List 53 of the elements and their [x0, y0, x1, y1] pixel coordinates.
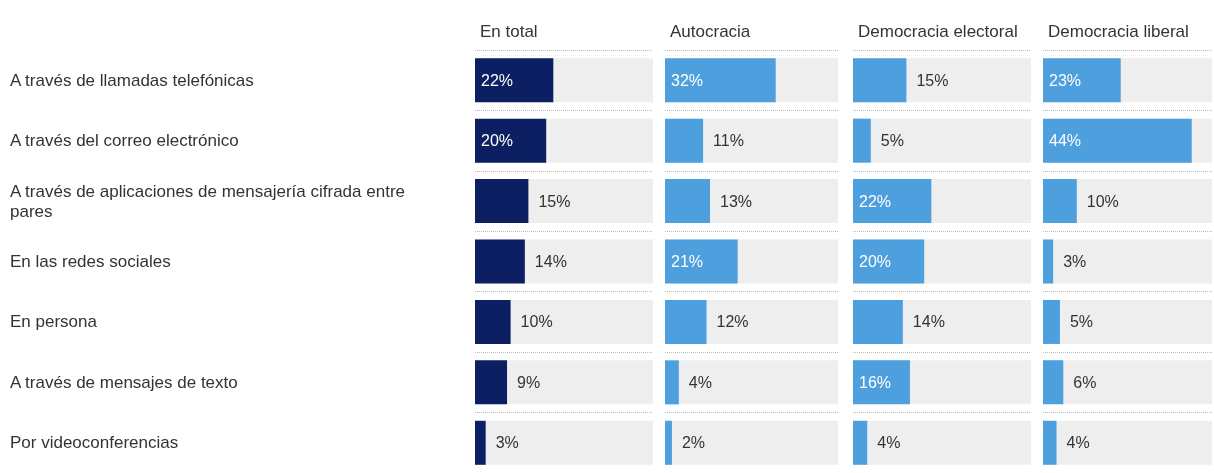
bar	[1043, 179, 1077, 224]
data-label: 13%	[719, 192, 753, 210]
chart-title: En total	[480, 22, 538, 41]
bar	[853, 420, 868, 465]
data-label: 22%	[481, 71, 514, 89]
data-label: 3%	[1063, 253, 1087, 270]
data-label: 16%	[859, 373, 892, 391]
data-label: 23%	[1049, 71, 1082, 89]
y-tick-label: A través de aplicaciones de mensajería cifrada entre pares	[10, 181, 410, 221]
data-label: 15%	[538, 192, 571, 210]
data-label: 44%	[1049, 132, 1082, 150]
y-tick-label: En las redes sociales	[10, 252, 171, 271]
chart-title: Democracia liberal	[1048, 22, 1189, 41]
data-label: 4%	[688, 373, 712, 391]
data-label: 20%	[859, 253, 892, 270]
bar	[475, 360, 508, 405]
data-label: 11%	[713, 132, 744, 150]
bar	[475, 420, 486, 465]
bar	[1043, 420, 1057, 465]
data-label: 14%	[534, 253, 567, 270]
y-tick-label: En persona	[10, 312, 98, 332]
bar	[1043, 360, 1064, 405]
bar	[665, 299, 707, 344]
bar	[665, 420, 672, 465]
data-label: 6%	[1073, 373, 1097, 391]
data-label: 5%	[880, 132, 904, 150]
y-tick-label: A través de llamadas telefónicas	[10, 70, 254, 90]
bar	[475, 299, 511, 344]
data-label: 4%	[877, 434, 901, 452]
data-label: 10%	[1086, 192, 1119, 210]
data-label: 3%	[495, 434, 519, 452]
bar	[1043, 299, 1060, 344]
bar	[853, 118, 871, 163]
y-tick-label: Por videoconferencias	[10, 433, 179, 453]
data-label: 22%	[859, 192, 892, 210]
bar	[665, 118, 704, 163]
data-label: 9%	[517, 373, 541, 391]
data-label: 21%	[671, 253, 704, 270]
data-label: 20%	[481, 132, 514, 150]
y-tick-label: A través del correo electrónico	[10, 131, 239, 151]
data-label: 15%	[916, 71, 949, 89]
data-label: 2%	[681, 434, 706, 452]
y-tick-label: A través de mensajes de texto	[10, 372, 238, 392]
data-label: 14%	[912, 313, 945, 331]
bar	[1043, 239, 1054, 284]
data-label: 5%	[1069, 313, 1094, 331]
chart-title: Autocracia	[670, 22, 751, 41]
data-label: 12%	[716, 313, 749, 331]
data-label: 10%	[520, 313, 553, 331]
data-label: 32%	[671, 71, 704, 89]
bar	[665, 360, 679, 405]
data-label: 4%	[1066, 434, 1090, 452]
chart-title: Democracia electoral	[858, 22, 1018, 41]
